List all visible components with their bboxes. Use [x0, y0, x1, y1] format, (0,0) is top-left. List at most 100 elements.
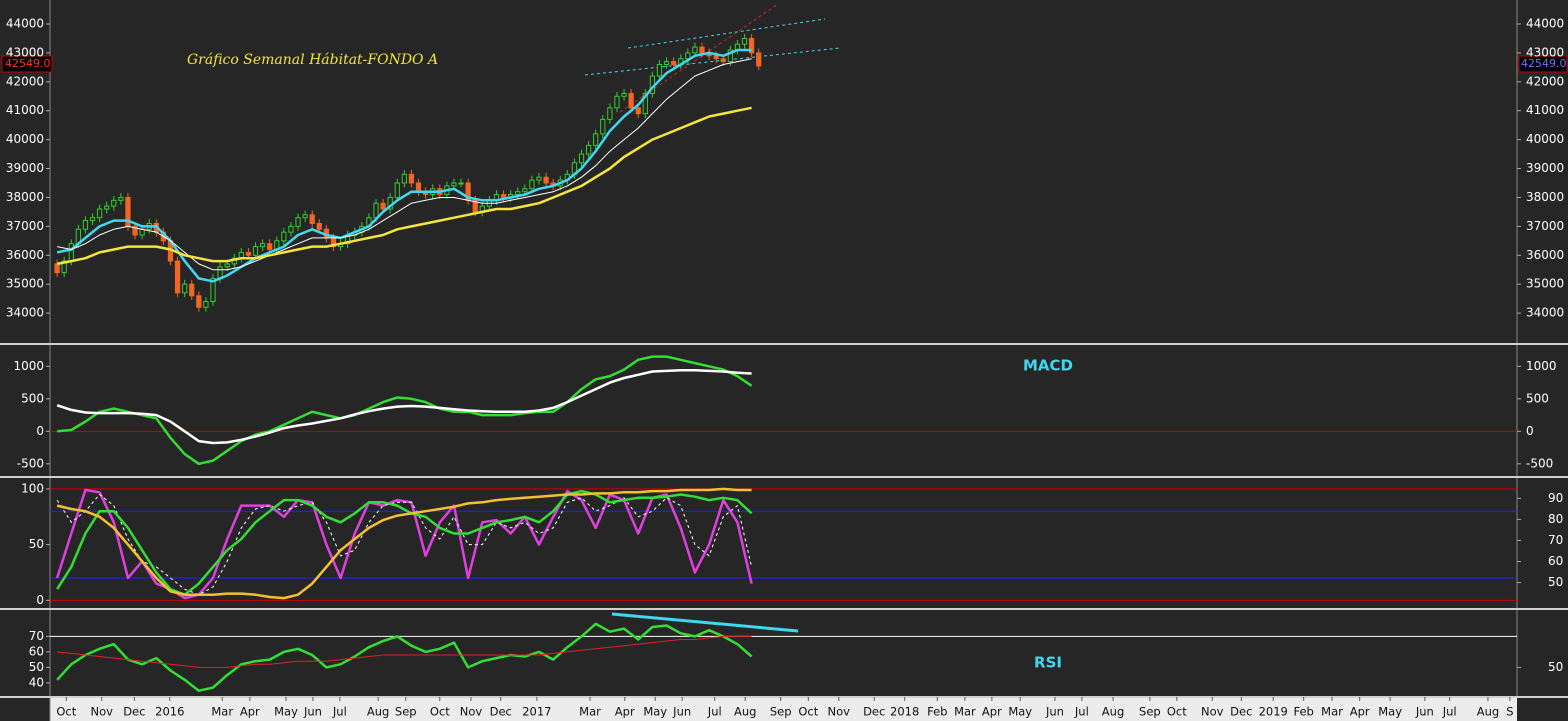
x-axis-strip: [50, 697, 1517, 721]
y2-tick-label: 80: [1548, 512, 1563, 526]
candle-body: [472, 199, 478, 213]
y-tick-label: 44000: [1526, 16, 1564, 30]
y-tick-label: 35000: [6, 277, 44, 291]
series-line: [56, 368, 752, 445]
x-tick-label: Jun: [303, 705, 322, 719]
x-tick-label: Jul: [1074, 705, 1089, 719]
series-line: [56, 58, 752, 271]
candle-body: [224, 263, 230, 268]
candle-body: [281, 231, 287, 242]
x-tick-label: Dec: [123, 705, 145, 719]
candle-body: [68, 243, 74, 262]
x-tick-label: S: [1506, 705, 1513, 719]
last-price-box: [1, 55, 53, 73]
candle-body: [741, 37, 748, 45]
series-line: [56, 487, 752, 600]
y-tick-label: 34000: [1526, 306, 1564, 320]
candle-body: [132, 225, 138, 236]
candle-body: [614, 95, 620, 109]
x-tick-label: 2018: [890, 705, 919, 719]
candle-body: [628, 92, 634, 109]
x-tick-label: Aug: [1102, 705, 1124, 719]
candle-body: [316, 222, 322, 230]
y-tick-label: 37000: [6, 219, 44, 233]
candle-body: [727, 49, 733, 63]
candle-body: [82, 220, 89, 230]
y-tick-label: 38000: [6, 190, 44, 204]
candle-body: [522, 188, 528, 193]
candle-body: [656, 63, 663, 77]
x-tick-label: 2019: [1259, 705, 1288, 719]
candle-body: [585, 144, 592, 155]
y-tick-label: 35000: [1526, 277, 1564, 291]
candle-body: [189, 283, 195, 297]
y-tick-label: 44000: [6, 16, 44, 30]
x-tick-label: Jun: [1415, 705, 1434, 719]
x-tick-label: Nov: [828, 705, 851, 719]
y-tick-label: 0: [36, 593, 44, 607]
x-tick-label: Jun: [1045, 705, 1064, 719]
y-tick-label: 1000: [1526, 359, 1557, 373]
candle-body: [408, 173, 415, 184]
candle-body: [720, 58, 726, 63]
series-line: [56, 355, 753, 466]
y-tick-label: 0: [36, 424, 44, 438]
x-tick-label: Mar: [1321, 705, 1343, 719]
last-price-label: 42549.0: [5, 57, 51, 70]
last-price-label: 42549.0: [1521, 57, 1567, 70]
candle-body: [182, 283, 188, 294]
candle-body: [543, 176, 549, 184]
y-tick-label: 39000: [6, 161, 44, 175]
x-tick-label: Sep: [395, 705, 417, 719]
candle-body: [203, 301, 209, 308]
candle-body: [635, 107, 641, 115]
y-tick-label: 50: [29, 660, 44, 674]
candle-body: [642, 92, 648, 115]
trend-line: [627, 18, 826, 49]
x-tick-label: Jun: [672, 705, 691, 719]
candle-body: [748, 37, 755, 54]
candle-body: [295, 217, 301, 227]
candle-body: [671, 61, 677, 65]
candle-body: [174, 260, 181, 294]
candle-body: [600, 118, 606, 135]
x-tick-label: Aug: [1477, 705, 1499, 719]
y-tick-label: 43000: [6, 45, 44, 59]
candle-body: [451, 182, 457, 187]
candle-body: [607, 107, 613, 120]
y-tick-label: 100: [21, 481, 44, 495]
y-tick-label: 42000: [6, 74, 44, 88]
trend-line: [584, 47, 841, 76]
x-tick-label: Apr: [240, 705, 260, 719]
series-line: [57, 635, 752, 668]
candle-body: [536, 176, 542, 181]
x-tick-label: Jul: [332, 705, 347, 719]
candle-body: [380, 202, 386, 210]
last-price-box: [1518, 55, 1568, 73]
x-tick-label: Dec: [863, 705, 885, 719]
candle-body: [288, 225, 294, 233]
candle-body: [96, 208, 103, 219]
candle-body: [373, 202, 379, 219]
y-tick-label: -500: [1526, 456, 1553, 470]
x-tick-label: Aug: [367, 705, 389, 719]
y2-tick-label: 70: [1548, 533, 1563, 547]
y-tick-label: 0: [1526, 424, 1534, 438]
x-tick-label: Feb: [927, 705, 947, 719]
y-tick-label: 50: [29, 537, 44, 551]
x-tick-label: May: [1008, 705, 1032, 719]
x-tick-label: Mar: [211, 705, 233, 719]
candle-body: [210, 277, 216, 303]
x-tick-label: Nov: [460, 705, 483, 719]
candle-body: [500, 194, 507, 198]
y-tick-label: 39000: [1526, 161, 1564, 175]
series-line: [56, 622, 753, 692]
candle-body: [415, 182, 422, 193]
y-tick-label: 34000: [6, 306, 44, 320]
y-tick-label: 43000: [1526, 45, 1564, 59]
series-line: [56, 106, 752, 266]
candle-body: [267, 243, 273, 250]
x-tick-label: 2016: [155, 705, 184, 719]
panel-label: MACD: [1023, 357, 1073, 375]
candle-body: [139, 228, 145, 236]
